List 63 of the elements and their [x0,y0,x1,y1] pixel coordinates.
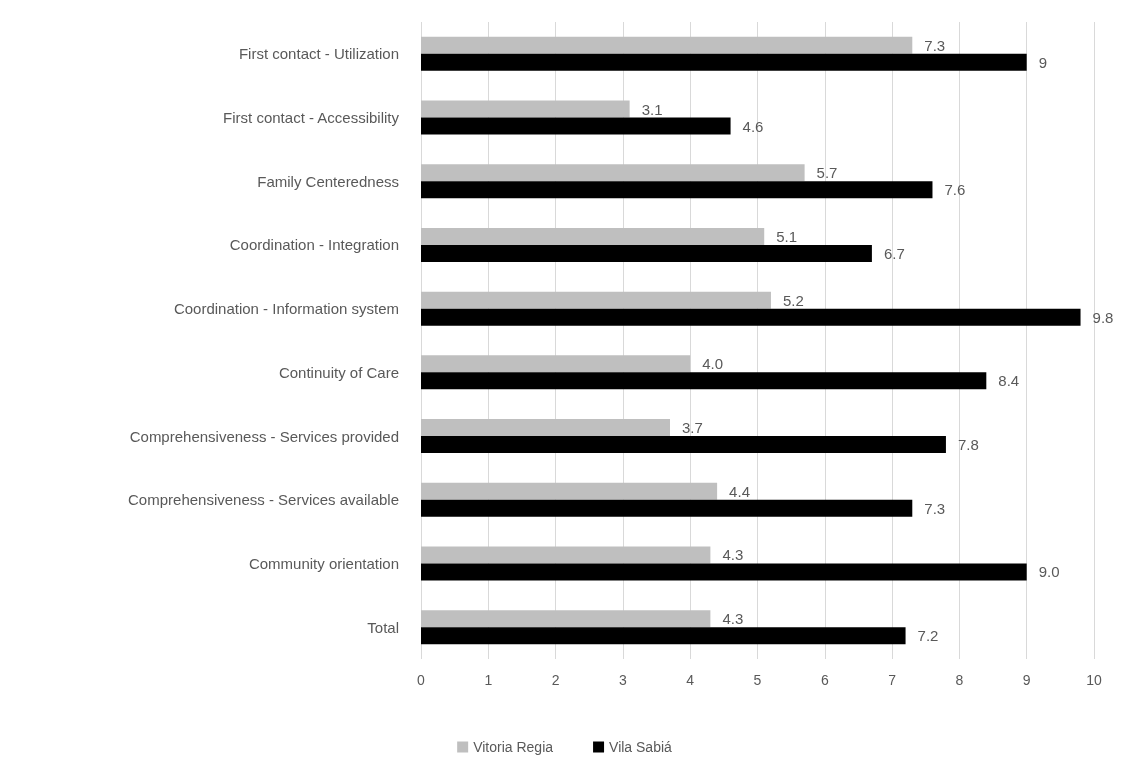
x-tick-label: 1 [484,672,493,688]
y-tick-label: First contact - Accessibility [223,109,400,127]
bar [421,36,913,54]
bar [421,546,711,564]
x-tick-label: 10 [1086,672,1102,688]
data-label: 9 [1038,53,1048,71]
data-label: 4.4 [729,482,750,500]
data-label: 8.4 [998,372,1020,390]
x-tick-label: 8 [955,672,964,688]
x-tick-label: 7 [888,672,897,688]
y-tick-label: Coordination - Information system [173,300,399,318]
bar [421,355,691,373]
data-label: 5.7 [816,164,838,182]
bar [421,436,946,454]
data-label: 7.8 [957,436,979,454]
legend-label: Vila Sabiá [609,739,673,755]
data-label: 7.3 [924,36,946,54]
data-label: 6.7 [883,244,905,262]
bar [421,53,1027,71]
y-tick-label: Coordination - Integration [229,236,399,254]
x-tick-label: 0 [417,672,426,688]
legend-label: Vitoria Regia [473,739,554,755]
y-tick-label: Community orientation [248,554,399,572]
bar [421,291,771,309]
bar [421,227,765,245]
bar [421,563,1027,581]
bar [421,610,711,628]
bar [421,181,933,199]
data-label: 4.6 [742,117,764,135]
bar [421,164,805,182]
bar [421,627,906,645]
x-tick-label: 4 [686,672,695,688]
x-tick-label: 5 [753,672,762,688]
data-label: 4.3 [722,546,744,564]
y-tick-label: Comprehensiveness - Services available [128,491,399,509]
data-label: 5.2 [782,291,804,309]
bar [421,244,872,262]
data-label: 4.3 [722,610,744,628]
bar [421,372,987,390]
data-label: 9.8 [1092,308,1114,326]
bar [421,482,718,500]
y-tick-label: Total [367,618,399,636]
data-label: 7.3 [924,499,946,517]
data-label: 3.1 [641,100,663,118]
bar [421,117,731,135]
x-tick-label: 9 [1022,672,1031,688]
y-tick-label: Family Centeredness [257,172,399,190]
data-label: 7.2 [917,627,939,645]
data-label: 5.1 [776,227,798,245]
x-tick-label: 2 [551,672,560,688]
bar [421,499,913,517]
data-label: 4.0 [702,355,724,373]
bar [421,419,671,437]
data-label: 9.0 [1038,563,1060,581]
y-tick-label: Continuity of Care [278,363,399,381]
x-tick-label: 6 [820,672,829,688]
data-label: 7.6 [944,181,966,199]
data-label: 3.7 [682,419,703,437]
bar [421,308,1081,326]
y-tick-label: Comprehensiveness - Services provided [129,427,399,445]
x-tick-label: 3 [619,672,627,688]
bar [421,100,630,118]
y-tick-label: First contact - Utilization [238,45,399,63]
